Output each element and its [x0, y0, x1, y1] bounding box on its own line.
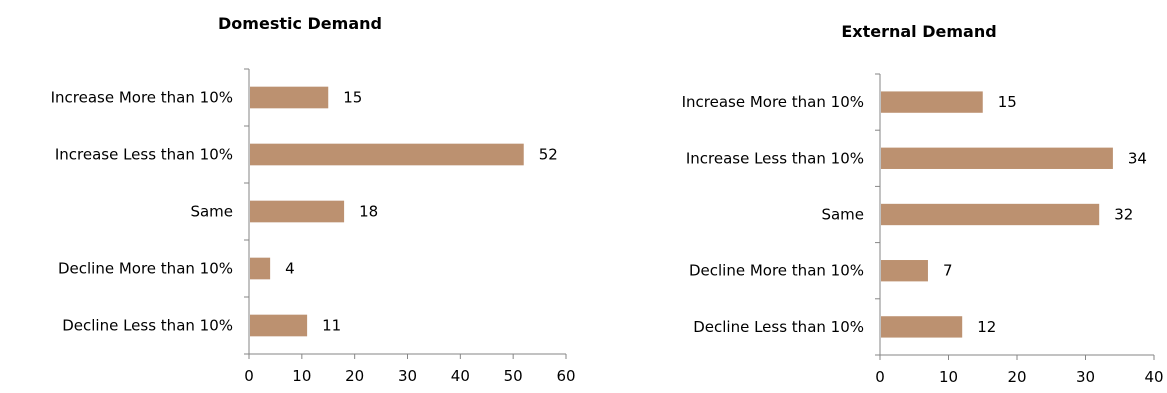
x-tick-label: 50 — [504, 367, 523, 385]
chart-title: Domestic Demand — [218, 14, 382, 33]
data-label: 34 — [1128, 149, 1147, 167]
category-label: Increase More than 10% — [51, 89, 233, 107]
x-tick-label: 20 — [1007, 368, 1026, 386]
x-tick-label: 40 — [1144, 368, 1163, 386]
domestic-demand-chart: Domestic Demand 0 10 20 30 40 50 60 Increase Mo… — [51, 14, 576, 385]
bar — [881, 260, 928, 282]
data-label: 12 — [977, 318, 996, 336]
x-tick-label: 0 — [244, 367, 254, 385]
bar — [881, 91, 983, 113]
bar — [881, 316, 963, 338]
bar — [881, 203, 1100, 226]
category-label: Decline Less than 10% — [693, 318, 864, 336]
category-label: Decline Less than 10% — [62, 317, 233, 335]
category-label: Decline More than 10% — [58, 260, 233, 278]
external-demand-chart: External Demand 0 10 20 30 40 Increase More t… — [682, 22, 1164, 386]
data-label: 11 — [322, 317, 341, 335]
chart-title: External Demand — [841, 22, 996, 41]
x-tick-label: 20 — [345, 367, 364, 385]
bar — [250, 314, 308, 337]
data-label: 15 — [343, 89, 362, 107]
bar — [250, 200, 345, 223]
x-tick-label: 30 — [1076, 368, 1095, 386]
bar — [881, 147, 1113, 169]
data-label: 7 — [943, 262, 953, 280]
x-tick-label: 60 — [556, 367, 575, 385]
x-tick-label: 10 — [292, 367, 311, 385]
bar — [250, 257, 271, 280]
category-label: Same — [190, 203, 233, 221]
x-tick-label: 30 — [398, 367, 417, 385]
bar — [250, 143, 524, 166]
data-label: 18 — [359, 203, 378, 221]
category-label: Same — [821, 206, 864, 224]
category-label: Increase Less than 10% — [686, 149, 864, 167]
x-tick-label: 40 — [451, 367, 470, 385]
data-label: 32 — [1114, 206, 1133, 224]
x-tick-label: 10 — [939, 368, 958, 386]
data-label: 15 — [998, 93, 1017, 111]
category-label: Decline More than 10% — [689, 262, 864, 280]
data-label: 4 — [285, 260, 295, 278]
data-label: 52 — [539, 146, 558, 164]
category-label: Increase Less than 10% — [55, 146, 233, 164]
x-tick-label: 0 — [875, 368, 885, 386]
category-label: Increase More than 10% — [682, 93, 864, 111]
bar — [250, 86, 329, 109]
